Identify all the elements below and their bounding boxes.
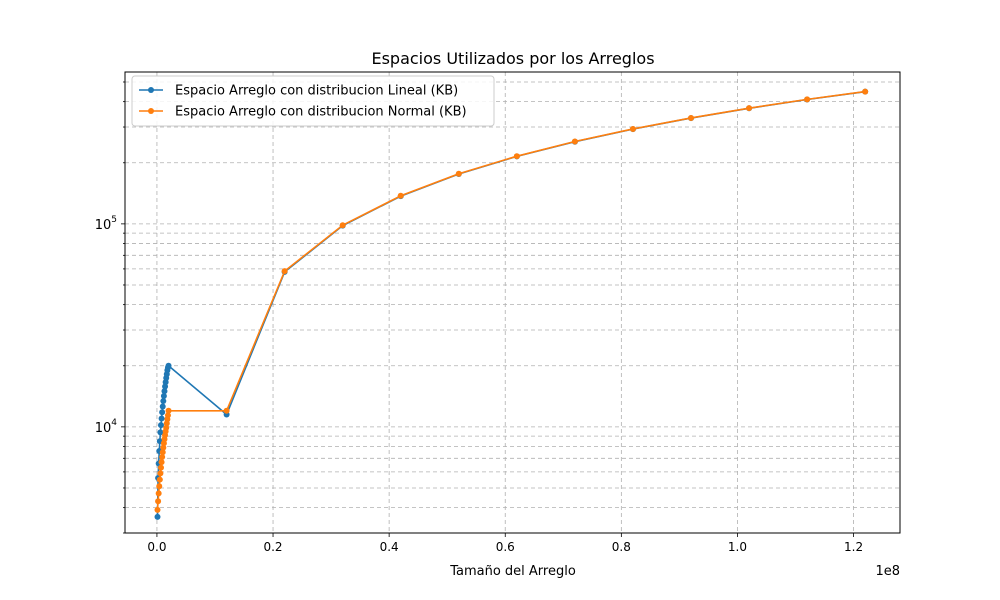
data-point: [157, 422, 164, 429]
data-point: [804, 96, 811, 103]
data-point: [160, 392, 167, 399]
legend-entry-label: Espacio Arreglo con distribucion Normal …: [175, 105, 467, 120]
data-point: [159, 454, 166, 461]
data-point: [746, 105, 753, 112]
legend: Espacio Arreglo con distribucion Lineal …: [131, 75, 495, 127]
y-tick-label: 105: [95, 215, 117, 233]
legend-marker: [148, 108, 154, 114]
data-point: [164, 412, 171, 419]
series-normal: [154, 88, 869, 513]
legend-entry-label: Espacio Arreglo con distribucion Lineal …: [175, 84, 458, 99]
data-point: [155, 498, 162, 505]
data-point: [571, 138, 578, 145]
plot-area-frame: [124, 71, 901, 534]
x-tick-label: 0.4: [380, 540, 399, 554]
axis-ticks: 0.0 0.2 0.4 0.6 0.8 1.0 1.2 104 105: [95, 81, 863, 554]
grid-lines: [125, 72, 900, 534]
data-point: [159, 409, 166, 416]
chart-title: Espacios Utilizados por los Arreglos: [371, 49, 654, 68]
data-point: [281, 268, 288, 275]
series-line: [156, 90, 866, 510]
data-point: [688, 114, 695, 121]
data-point: [160, 398, 167, 405]
data-point: [165, 362, 172, 369]
data-point: [157, 464, 164, 471]
data-point: [156, 476, 163, 483]
data-point: [165, 407, 172, 414]
legend-marker: [148, 87, 154, 93]
x-tick-label: 0.8: [612, 540, 631, 554]
data-point: [154, 506, 161, 513]
data-point: [157, 429, 164, 436]
x-tick-label: 1.2: [844, 540, 863, 554]
data-point: [155, 490, 162, 497]
series-layer: [154, 88, 869, 520]
x-tick-label: 0.2: [263, 540, 282, 554]
data-point: [154, 513, 161, 520]
x-tick-label: 1.0: [728, 540, 747, 554]
data-point: [223, 407, 230, 414]
data-point: [397, 192, 404, 199]
data-point: [157, 470, 164, 477]
data-point: [339, 222, 346, 229]
x-axis-label: Tamaño del Arreglo: [449, 564, 576, 579]
data-point: [629, 125, 636, 132]
data-point: [161, 388, 168, 395]
x-tick-label: 0.0: [147, 540, 166, 554]
x-axis-offset-label: 1e8: [875, 564, 900, 579]
data-point: [159, 403, 166, 410]
data-point: [862, 88, 869, 95]
data-point: [158, 459, 165, 466]
data-point: [159, 449, 166, 456]
y-tick-label: 104: [95, 418, 118, 436]
data-point: [158, 415, 165, 422]
x-tick-label: 0.6: [496, 540, 515, 554]
data-point: [455, 170, 462, 177]
data-point: [156, 483, 163, 490]
data-point: [513, 153, 520, 160]
legend-box: [131, 75, 495, 127]
